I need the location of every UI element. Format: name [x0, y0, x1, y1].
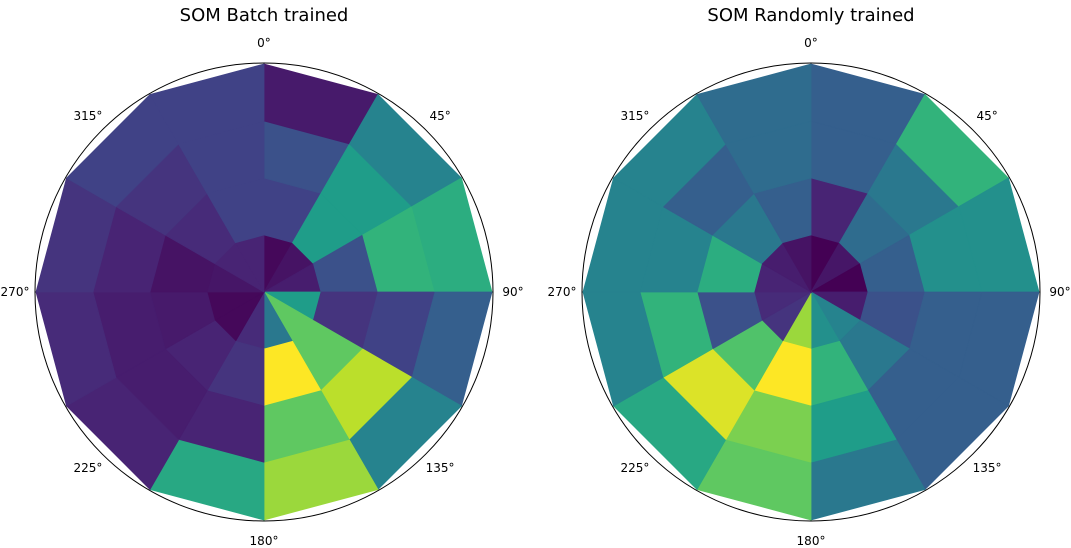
- theta-tick-label: 225°: [73, 461, 102, 475]
- theta-tick-label: 315°: [73, 109, 102, 123]
- theta-tick-label: 90°: [1049, 285, 1070, 299]
- theta-tick-label: 0°: [257, 36, 271, 50]
- left-polar-panel: SOM Batch trained 0° 45° 90° 135° 180° 225° 27…: [1, 5, 524, 548]
- theta-tick-label: 225°: [620, 461, 649, 475]
- theta-tick-label: 270°: [548, 285, 577, 299]
- cell-r3-s11: [149, 63, 265, 145]
- theta-tick-label: 180°: [797, 534, 826, 548]
- theta-tick-label: 45°: [976, 109, 997, 123]
- right-polar-frame: [581, 62, 1041, 522]
- left-polar-frame: [34, 62, 494, 522]
- theta-tick-label: 45°: [429, 109, 450, 123]
- left-theta-ticks: 0° 45° 90° 135° 180° 225° 270° 315°: [1, 36, 524, 548]
- theta-tick-label: 315°: [620, 109, 649, 123]
- theta-tick-label: 135°: [973, 461, 1002, 475]
- left-cells-group: [35, 63, 493, 521]
- cell-r3-s11: [696, 63, 812, 145]
- theta-tick-label: 0°: [804, 36, 818, 50]
- right-cells-group: [582, 63, 1040, 521]
- theta-tick-label: 270°: [1, 285, 30, 299]
- theta-tick-label: 135°: [426, 461, 455, 475]
- theta-tick-label: 180°: [250, 534, 279, 548]
- theta-tick-label: 90°: [502, 285, 523, 299]
- chart-title-right: SOM Randomly trained: [707, 5, 914, 26]
- right-theta-ticks: 0° 45° 90° 135° 180° 225° 270° 315°: [548, 36, 1071, 548]
- chart-title-left: SOM Batch trained: [180, 5, 349, 26]
- right-polar-panel: SOM Randomly trained 0° 45° 90° 135° 180° 225…: [548, 5, 1071, 548]
